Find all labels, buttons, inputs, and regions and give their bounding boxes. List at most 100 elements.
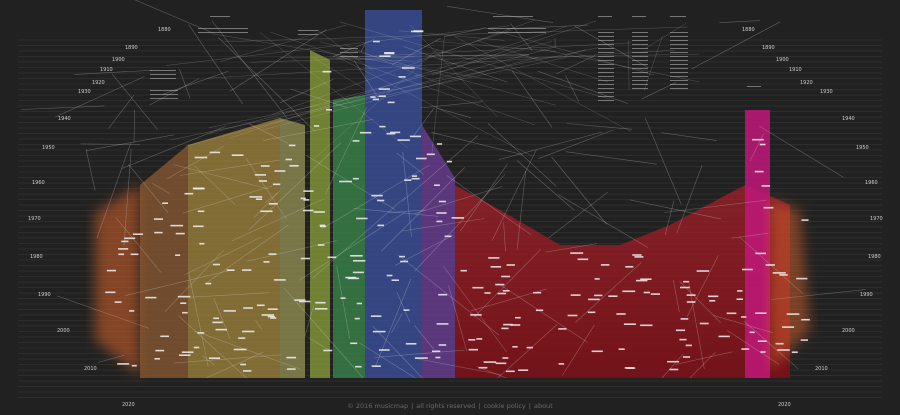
- genre-node[interactable]: [153, 218, 163, 220]
- region-purple[interactable]: [422, 125, 455, 378]
- genre-node[interactable]: [240, 363, 246, 366]
- genre-node[interactable]: [708, 295, 719, 298]
- genre-node[interactable]: [379, 55, 391, 57]
- genre-node[interactable]: [624, 367, 634, 369]
- genre-node[interactable]: [212, 263, 220, 266]
- genre-node[interactable]: [760, 351, 766, 353]
- genre-node[interactable]: [400, 260, 409, 263]
- genre-node[interactable]: [468, 348, 478, 351]
- genre-node[interactable]: [267, 315, 275, 318]
- genre-node[interactable]: [145, 296, 157, 299]
- genre-node[interactable]: [300, 257, 310, 260]
- genre-node[interactable]: [490, 266, 502, 268]
- genre-node[interactable]: [438, 200, 446, 203]
- genre-node[interactable]: [378, 95, 386, 97]
- genre-node[interactable]: [387, 101, 395, 104]
- genre-node[interactable]: [340, 297, 346, 299]
- genre-node[interactable]: [618, 348, 625, 350]
- genre-node[interactable]: [679, 338, 687, 341]
- genre-node[interactable]: [243, 307, 253, 309]
- genre-node[interactable]: [623, 323, 636, 325]
- genre-node[interactable]: [587, 311, 596, 314]
- genre-node[interactable]: [765, 264, 776, 266]
- genre-node[interactable]: [470, 314, 482, 316]
- genre-node[interactable]: [755, 252, 766, 255]
- genre-node[interactable]: [175, 232, 185, 235]
- genre-node[interactable]: [121, 240, 129, 243]
- genre-node[interactable]: [786, 313, 800, 315]
- genre-node[interactable]: [370, 315, 382, 317]
- genre-node[interactable]: [303, 199, 310, 201]
- genre-node[interactable]: [411, 175, 418, 177]
- genre-node[interactable]: [313, 125, 320, 127]
- genre-node[interactable]: [117, 363, 130, 365]
- genre-node[interactable]: [558, 363, 565, 365]
- genre-node[interactable]: [535, 309, 544, 312]
- genre-node[interactable]: [398, 76, 406, 78]
- genre-node[interactable]: [680, 318, 689, 320]
- genre-node[interactable]: [436, 212, 447, 214]
- genre-node[interactable]: [192, 187, 205, 190]
- genre-node[interactable]: [600, 264, 610, 266]
- genre-node[interactable]: [350, 342, 358, 345]
- region-khaki[interactable]: [280, 118, 305, 378]
- genre-node[interactable]: [675, 329, 686, 332]
- genre-node[interactable]: [254, 174, 266, 176]
- genre-node[interactable]: [209, 357, 221, 359]
- genre-node[interactable]: [242, 269, 252, 271]
- genre-node[interactable]: [632, 254, 642, 256]
- about-link[interactable]: about: [533, 402, 553, 410]
- genre-node[interactable]: [263, 261, 270, 263]
- genre-node[interactable]: [373, 40, 380, 43]
- genre-node[interactable]: [736, 298, 744, 300]
- genre-node[interactable]: [372, 98, 379, 101]
- genre-node[interactable]: [650, 293, 660, 295]
- genre-node[interactable]: [226, 269, 235, 271]
- genre-node[interactable]: [414, 357, 428, 359]
- genre-node[interactable]: [570, 252, 584, 254]
- genre-node[interactable]: [267, 308, 278, 310]
- genre-node[interactable]: [526, 346, 533, 349]
- genre-node[interactable]: [741, 348, 750, 350]
- genre-node[interactable]: [197, 332, 205, 334]
- region-orange-glow[interactable]: [95, 185, 140, 375]
- genre-node[interactable]: [558, 328, 567, 330]
- genre-node[interactable]: [772, 272, 786, 274]
- genre-node[interactable]: [347, 277, 360, 280]
- genre-node[interactable]: [451, 217, 464, 219]
- genre-node[interactable]: [399, 255, 405, 258]
- genre-node[interactable]: [775, 342, 784, 345]
- genre-node[interactable]: [272, 183, 281, 186]
- genre-node[interactable]: [570, 294, 581, 296]
- genre-node[interactable]: [435, 356, 441, 359]
- genre-node[interactable]: [763, 206, 774, 209]
- genre-node[interactable]: [742, 268, 753, 271]
- genre-node[interactable]: [155, 349, 165, 352]
- genre-node[interactable]: [182, 311, 188, 314]
- genre-node[interactable]: [377, 224, 385, 227]
- genre-node[interactable]: [436, 220, 443, 223]
- genre-node[interactable]: [209, 151, 221, 154]
- genre-node[interactable]: [502, 357, 509, 359]
- genre-node[interactable]: [285, 158, 293, 161]
- genre-node[interactable]: [741, 316, 747, 318]
- genre-node[interactable]: [438, 293, 448, 296]
- genre-node[interactable]: [796, 277, 808, 280]
- genre-node[interactable]: [243, 370, 252, 372]
- genre-node[interactable]: [154, 358, 160, 360]
- genre-node[interactable]: [390, 131, 401, 134]
- genre-node[interactable]: [567, 314, 578, 317]
- genre-node[interactable]: [667, 360, 680, 363]
- genre-node[interactable]: [372, 330, 386, 333]
- genre-node[interactable]: [124, 237, 136, 240]
- genre-node[interactable]: [495, 283, 505, 286]
- genre-node[interactable]: [223, 310, 236, 312]
- genre-node[interactable]: [339, 180, 352, 183]
- genre-node[interactable]: [426, 153, 435, 156]
- genre-node[interactable]: [327, 256, 337, 259]
- genre-node[interactable]: [273, 279, 286, 281]
- genre-node[interactable]: [709, 300, 716, 302]
- genre-node[interactable]: [233, 348, 247, 351]
- genre-node[interactable]: [488, 257, 500, 259]
- genre-node[interactable]: [757, 340, 767, 342]
